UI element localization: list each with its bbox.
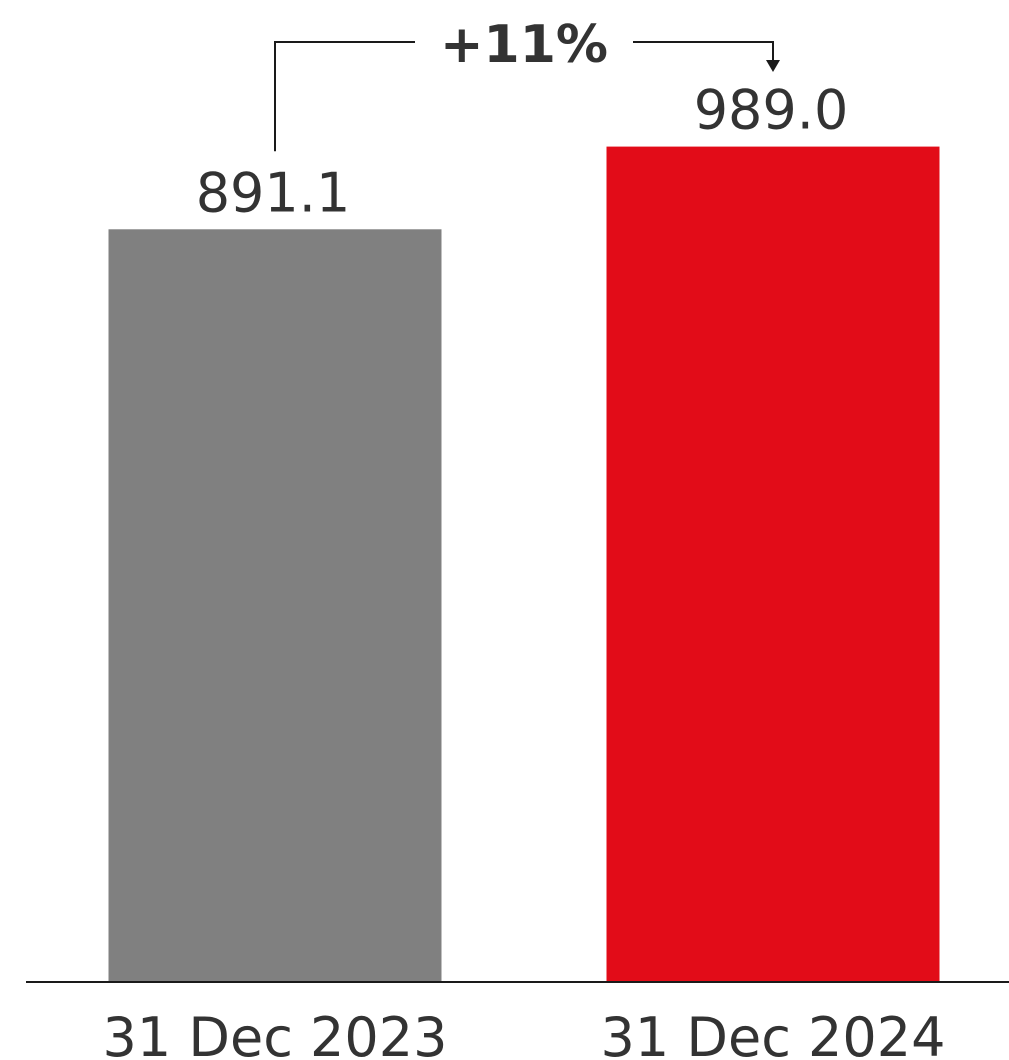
change-arrow-head — [766, 60, 780, 72]
change-bracket-right — [633, 41, 774, 60]
value-label-2024: 989.0 — [694, 79, 849, 142]
change-percent-label: +11% — [440, 15, 608, 75]
category-label-2024: 31 Dec 2024 — [601, 1006, 946, 1060]
category-label-2023: 31 Dec 2023 — [103, 1006, 448, 1060]
value-label-2023: 891.1 — [196, 161, 351, 224]
bar-2023 — [108, 229, 442, 982]
change-bracket-left — [274, 41, 415, 152]
bar-2024 — [606, 146, 940, 983]
change-annotation: +11% — [274, 15, 780, 152]
